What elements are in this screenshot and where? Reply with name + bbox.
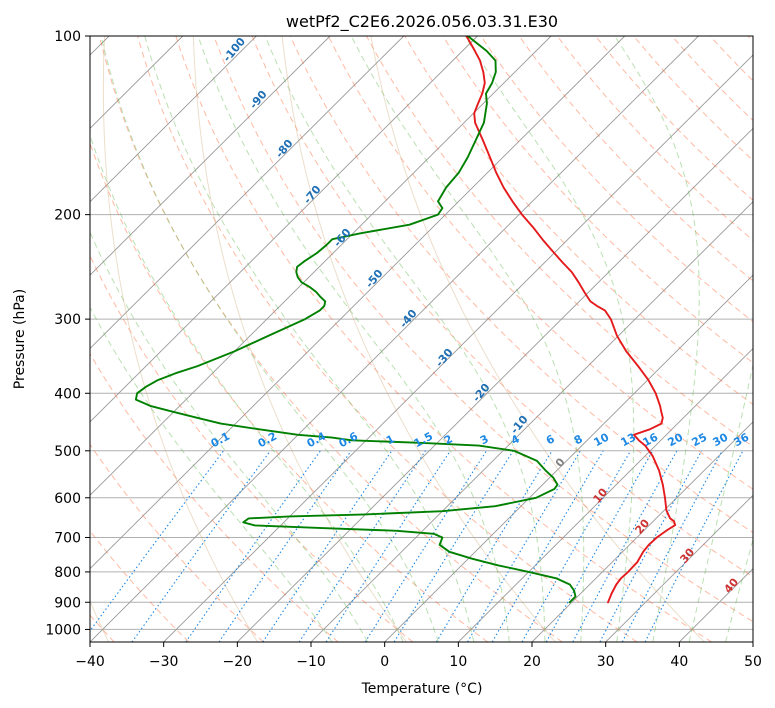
moist-adiabat-line	[688, 362, 753, 642]
isotherm-line	[163, 54, 753, 642]
dry-adiabat-line	[213, 36, 753, 623]
reference-line-labels: -100-90-80-70-60-50-40-30-20-10010203040…	[209, 35, 752, 596]
mixing-ratio-label: 10	[592, 430, 612, 449]
mixing-ratio-line	[364, 450, 487, 642]
isotherm-line	[90, 36, 478, 423]
dry-adiabat-line	[633, 36, 753, 161]
dry-adiabat-line	[251, 36, 753, 578]
x-tick-label: −30	[149, 654, 179, 670]
x-tick-label: 0	[380, 654, 389, 670]
x-tick-label: 30	[597, 654, 615, 670]
dewpoint-profile-line	[134, 36, 577, 604]
isotherm-line	[90, 36, 257, 203]
isotherm-line	[90, 36, 405, 350]
x-tick-label: 50	[744, 654, 762, 670]
profiles	[134, 36, 677, 604]
y-tick-label: 1000	[45, 622, 81, 638]
dry-adiabat-line	[595, 36, 753, 201]
y-axis: 100 200 300 400 500 600 700 800 900 1000	[45, 29, 90, 638]
y-tick-label: 600	[54, 491, 81, 507]
isotherm-line	[605, 494, 753, 642]
x-axis-label: Temperature (°C)	[361, 681, 483, 697]
y-tick-label: 900	[54, 595, 81, 611]
isotherm-line	[90, 36, 699, 642]
y-tick-label: 500	[54, 444, 81, 460]
mixing-ratio-label: 25	[690, 431, 710, 450]
isotherm-line	[90, 36, 626, 570]
y-tick-label: 800	[54, 565, 81, 581]
moist-adiabat-line	[350, 36, 585, 642]
x-tick-label: 40	[670, 654, 688, 670]
moist-adiabat-line	[90, 231, 369, 642]
equivalent-potential-temperature-line	[192, 36, 407, 642]
y-axis-label: Pressure (hPa)	[12, 289, 28, 389]
x-tick-label: 20	[523, 654, 541, 670]
dry-adiabat-line	[90, 254, 414, 642]
mixing-ratio-line	[599, 450, 703, 642]
mixing-ratio-label: 13	[619, 431, 639, 450]
mixing-ratio-line	[262, 450, 393, 642]
mixing-ratio-line	[467, 450, 581, 642]
isotherm-line	[90, 36, 552, 496]
x-tick-label: 10	[449, 654, 467, 670]
dry-adiabat-line	[289, 36, 753, 534]
moist-adiabat-line	[144, 36, 475, 642]
y-tick-label: 700	[54, 531, 81, 547]
moist-adiabat-line	[90, 306, 333, 642]
dry-adiabat-line	[98, 36, 563, 642]
isotherm-line	[531, 421, 753, 642]
x-tick-label: −40	[75, 654, 105, 670]
y-tick-label: 100	[54, 29, 81, 45]
moist-adiabat-line	[197, 36, 510, 642]
isotherm-line	[458, 347, 753, 642]
mixing-ratio-line	[131, 450, 271, 642]
moist-adiabat-line	[100, 36, 439, 642]
dry-adiabat-line	[137, 36, 638, 642]
isotherm-line	[90, 36, 331, 276]
dry-adiabat-line	[90, 443, 264, 642]
mixing-ratio-line	[491, 450, 604, 642]
dry-adiabat-line	[175, 36, 712, 642]
moist-adiabat-line	[614, 36, 700, 642]
isotherm-line	[384, 274, 753, 642]
mixing-ratio-label: 20	[666, 430, 686, 449]
dry-adiabat-line	[327, 36, 753, 490]
mixing-ratio-line	[545, 450, 654, 642]
dry-adiabat-line	[366, 36, 753, 448]
x-tick-label: −20	[223, 654, 253, 670]
dry-adiabat-line	[480, 36, 753, 323]
moist-adiabat-line	[90, 133, 404, 642]
reference-lines	[90, 36, 753, 642]
mixing-ratio-line	[521, 450, 632, 642]
mixing-ratio-label: 36	[732, 430, 752, 449]
x-tick-label: −10	[296, 654, 326, 670]
equivalent-potential-temperature-line	[370, 36, 705, 642]
mixing-ratio-line	[435, 450, 553, 642]
equivalent-potential-temperature-line	[102, 36, 258, 642]
moist-adiabat-line	[725, 538, 753, 642]
mixing-ratio-line	[572, 450, 678, 642]
chart-title: wetPf2_C2E6.2026.056.03.31.E30	[286, 12, 558, 32]
equivalent-potential-temperature-line	[281, 36, 556, 642]
mixing-ratio-label: 16	[641, 430, 661, 449]
moist-adiabat-line	[264, 36, 546, 642]
mixing-ratio-line	[185, 450, 321, 642]
moist-adiabat-line	[464, 36, 635, 642]
temperature-profile-line	[465, 36, 677, 604]
isotherm-line	[310, 201, 753, 642]
y-tick-label: 200	[54, 208, 81, 224]
mixing-ratio-line	[393, 450, 514, 642]
dry-adiabat-line	[404, 36, 753, 405]
y-tick-label: 400	[54, 386, 81, 402]
isotherm-line	[237, 127, 753, 642]
x-axis: −40 −30 −20 −10 0 10 20 30 40 50	[75, 642, 762, 670]
mixing-ratio-label: 30	[711, 430, 731, 449]
mixing-ratio-line	[218, 450, 352, 642]
y-tick-label: 300	[54, 312, 81, 328]
plot-frame	[89, 35, 754, 643]
